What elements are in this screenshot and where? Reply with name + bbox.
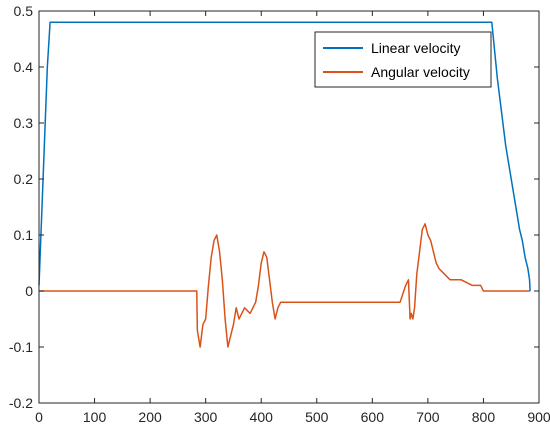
x-tick-label: 900 [527, 409, 550, 425]
legend-label-angular-velocity: Angular velocity [371, 64, 470, 80]
x-tick-label: 600 [361, 409, 385, 425]
axes-box [38, 10, 540, 404]
x-tick-label: 400 [250, 409, 274, 425]
y-tick-label: 0.3 [14, 115, 34, 131]
x-tick-label: 200 [138, 409, 162, 425]
series-line-angular-velocity [39, 223, 531, 348]
y-tick-label: 0.2 [14, 171, 34, 187]
legend-box [314, 31, 492, 88]
x-tick-label: 700 [416, 409, 440, 425]
x-tick-label: 500 [305, 409, 329, 425]
y-tick-label: -0.2 [9, 395, 33, 411]
series-line-linear-velocity [38, 21, 531, 292]
legend: Linear velocity Angular velocity [314, 31, 492, 88]
tick-layer: 0 100 200 300 400 500 600 700 800 900 -0.2 -0.1 0 0.1… [9, 3, 550, 425]
x-tick-label: 100 [83, 409, 107, 425]
legend-label-linear-velocity: Linear velocity [371, 40, 461, 56]
y-tick-label: 0.1 [14, 227, 34, 243]
y-tick-label: 0.4 [14, 59, 34, 75]
y-tick-label: 0.5 [14, 3, 34, 19]
x-tick-label: 0 [35, 409, 43, 425]
y-tick-label: 0 [25, 283, 33, 299]
x-tick-label: 300 [194, 409, 218, 425]
y-tick-label: -0.1 [9, 339, 33, 355]
series-layer [38, 21, 531, 348]
x-tick-label: 800 [472, 409, 496, 425]
